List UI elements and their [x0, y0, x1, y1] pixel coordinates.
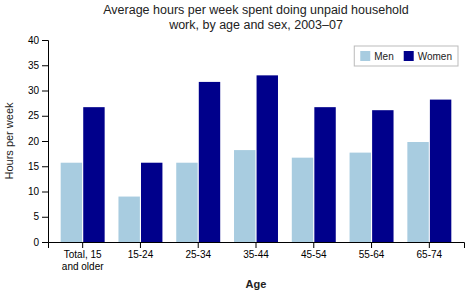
y-tick-label: 40 [28, 35, 40, 46]
x-tick-mark [429, 242, 430, 248]
bar [83, 107, 104, 242]
x-tick: 55-64 [359, 242, 385, 260]
x-tick: 35-44 [243, 242, 269, 260]
y-tick-label: 15 [28, 161, 40, 172]
y-tick: 15 [28, 161, 48, 172]
x-tick-label: 65-74 [417, 249, 443, 260]
x-tick-label-line: 25-34 [185, 249, 211, 260]
chart: 0 5 10 15 20 25 30 35 40 Total, 15and older 15-24 2… [0, 0, 474, 294]
x-axis-title: Age [246, 278, 267, 290]
bar [257, 75, 278, 242]
x-tick: 65-74 [417, 242, 443, 260]
bar [61, 163, 82, 242]
y-axis: 0 5 10 15 20 25 30 35 40 [28, 35, 49, 248]
legend-swatch [404, 51, 414, 61]
x-tick-label: Total, 15and older [62, 249, 104, 272]
bar [407, 142, 428, 242]
title-line: Average hours per week spent doing unpai… [103, 3, 409, 17]
x-tick-label-line: and older [62, 261, 104, 272]
x-tick-label: 15-24 [128, 249, 154, 260]
x-tick-mark [313, 242, 314, 248]
y-tick-mark [42, 192, 48, 193]
bar [372, 110, 393, 242]
x-tick-label: 35-44 [243, 249, 269, 260]
bar [118, 197, 139, 242]
y-tick-label: 10 [28, 186, 40, 197]
x-tick-label: 25-34 [185, 249, 211, 260]
y-axis-line [42, 41, 49, 243]
x-tick-label-line: 55-64 [359, 249, 385, 260]
y-tick-label: 5 [33, 211, 39, 222]
y-tick: 5 [33, 211, 48, 222]
y-tick-mark [42, 65, 48, 66]
y-tick: 25 [28, 110, 48, 121]
x-axis-line [49, 243, 465, 249]
bar [350, 153, 371, 242]
legend-frame [354, 46, 458, 66]
bar [199, 82, 220, 242]
y-tick: 30 [28, 85, 48, 96]
y-tick-mark [42, 141, 48, 142]
x-tick-mark [371, 242, 372, 248]
bar [292, 158, 313, 242]
x-tick-label-line: 35-44 [243, 249, 269, 260]
bar [141, 163, 162, 242]
x-tick: 25-34 [185, 242, 211, 260]
bar [176, 163, 197, 242]
plot: 0 5 10 15 20 25 30 35 40 Total, 15and older 15-24 2… [28, 35, 465, 272]
bar [314, 107, 335, 242]
x-tick-label: 55-64 [359, 249, 385, 260]
y-tick-label: 35 [28, 60, 40, 71]
bar-series [83, 75, 451, 242]
y-tick-label: 0 [33, 237, 39, 248]
y-tick-label: 20 [28, 136, 40, 147]
x-tick-label-line: Total, 15 [64, 249, 102, 260]
y-tick-mark [42, 40, 48, 41]
bar [234, 150, 255, 242]
x-tick-mark [140, 242, 141, 248]
x-tick-mark [82, 242, 83, 248]
y-tick-mark [42, 166, 48, 167]
y-tick: 35 [28, 60, 48, 71]
x-tick-label-line: 45-54 [301, 249, 327, 260]
x-tick-label-line: 65-74 [417, 249, 443, 260]
y-tick-mark [42, 242, 48, 243]
y-tick-mark [42, 217, 48, 218]
legend-swatch [360, 51, 370, 61]
legend-label: Women [418, 51, 452, 62]
y-tick: 40 [28, 35, 48, 46]
legend: Men Women [354, 46, 458, 66]
y-tick: 10 [28, 186, 48, 197]
x-tick: 45-54 [301, 242, 327, 260]
y-tick-label: 25 [28, 110, 40, 121]
x-tick: 15-24 [128, 242, 154, 260]
x-tick-mark [198, 242, 199, 248]
x-tick: Total, 15and older [62, 242, 104, 272]
x-tick-label: 45-54 [301, 249, 327, 260]
y-tick: 0 [33, 237, 48, 248]
y-axis-title: Hours per week [3, 102, 15, 180]
x-tick-mark [256, 242, 257, 248]
legend-label: Men [374, 51, 393, 62]
title: Average hours per week spent doing unpai… [103, 3, 409, 32]
title-line: work, by age and sex, 2003–07 [168, 18, 343, 32]
x-axis: Total, 15and older 15-24 25-34 35-44 45-54 55… [49, 242, 465, 272]
y-tick-mark [42, 116, 48, 117]
y-tick: 20 [28, 136, 48, 147]
y-tick-mark [42, 91, 48, 92]
x-tick-label-line: 15-24 [128, 249, 154, 260]
bar [430, 100, 451, 242]
bars [61, 75, 452, 242]
y-tick-label: 30 [28, 85, 40, 96]
